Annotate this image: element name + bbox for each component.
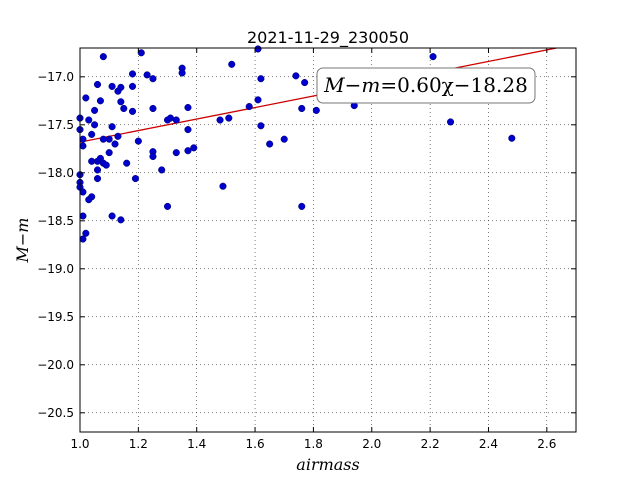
data-point — [96, 97, 104, 105]
data-point — [128, 82, 137, 90]
data-point — [108, 82, 116, 90]
x-tick-label: 2.2 — [421, 437, 440, 451]
data-point — [82, 229, 90, 237]
chart-title: 2021-11-29_230050 — [247, 28, 409, 48]
x-tick-label: 1.2 — [129, 437, 148, 451]
data-point — [99, 53, 107, 61]
data-point — [228, 60, 236, 68]
data-point — [123, 159, 131, 167]
fit-equation-op: = — [380, 73, 397, 97]
data-point — [298, 104, 306, 113]
grid-lines — [79, 48, 576, 432]
x-tick-label: 1.0 — [70, 437, 89, 451]
data-point — [93, 166, 102, 174]
data-point — [172, 149, 180, 157]
data-point — [508, 134, 516, 142]
tick-marks — [79, 48, 576, 432]
data-point — [108, 212, 116, 220]
data-point — [301, 79, 309, 87]
data-point — [88, 193, 96, 201]
data-point — [117, 83, 125, 91]
y-tick-label: −17.5 — [37, 118, 74, 132]
y-tick-label: −19.0 — [37, 262, 74, 276]
fit-equation-frame — [316, 67, 536, 104]
data-point — [184, 147, 192, 155]
data-point — [79, 142, 87, 150]
y-tick-label: −17.0 — [37, 70, 74, 84]
data-point — [149, 104, 157, 113]
data-point — [128, 70, 137, 78]
x-tick-label: 2.4 — [479, 437, 498, 451]
data-point — [79, 212, 87, 220]
x-tick-label: 1.6 — [246, 437, 265, 451]
data-points — [76, 45, 516, 243]
data-point — [79, 188, 87, 196]
y-tick-label: −18.0 — [37, 166, 74, 180]
data-point — [117, 216, 125, 224]
data-point — [117, 98, 125, 106]
x-tick-label: 2.0 — [362, 437, 381, 451]
data-point — [312, 106, 320, 114]
data-point — [93, 175, 102, 183]
data-point — [105, 149, 113, 157]
x-tick-labels: 1.0 1.2 1.4 1.6 1.8 2.0 2.2 2.4 2.6 — [70, 437, 556, 451]
data-point — [79, 135, 87, 143]
data-point — [120, 104, 128, 113]
data-point — [219, 182, 227, 190]
fit-equation-rhs: 0.60χ−18.28 — [397, 73, 528, 97]
data-point — [225, 114, 233, 122]
data-point — [184, 126, 192, 134]
data-point — [149, 75, 157, 83]
data-point — [114, 132, 122, 140]
data-point — [149, 152, 157, 161]
data-point — [280, 135, 288, 143]
data-point — [266, 140, 274, 148]
data-point — [446, 118, 455, 126]
fit-equation-label: M−m=0.60χ−18.28 — [323, 73, 528, 97]
data-point — [178, 69, 186, 77]
x-tick-label: 2.6 — [537, 437, 556, 451]
data-point — [254, 96, 262, 104]
y-tick-label: −18.5 — [37, 214, 74, 228]
data-point — [257, 122, 265, 130]
y-tick-labels: −17.0 −17.5 −18.0 −18.5 −19.0 −19.5 −20.0 −20.5 — [37, 70, 74, 420]
data-point — [190, 144, 198, 152]
x-tick-label: 1.8 — [304, 437, 323, 451]
fit-equation-lhs: M−m — [323, 73, 380, 97]
data-point — [292, 72, 300, 80]
y-tick-label: −19.5 — [37, 310, 74, 324]
data-point — [102, 161, 110, 169]
data-point — [257, 75, 265, 83]
fit-equation-box: M−m=0.60χ−18.28 — [316, 67, 536, 104]
x-axis-label: airmass — [296, 455, 359, 474]
data-point — [429, 53, 437, 61]
data-point — [93, 80, 102, 89]
data-point — [172, 116, 180, 124]
data-point — [111, 140, 119, 148]
y-axis-label: M−m — [13, 218, 32, 264]
data-point — [184, 103, 192, 112]
data-point — [216, 116, 224, 124]
data-point — [105, 135, 113, 143]
data-point — [131, 175, 139, 183]
data-point — [298, 202, 306, 210]
data-point — [163, 202, 172, 210]
data-point — [85, 116, 93, 124]
data-point — [91, 106, 99, 114]
data-point — [137, 49, 145, 57]
data-point — [91, 121, 99, 129]
data-point — [108, 123, 116, 131]
data-point — [134, 137, 142, 145]
plot-frame — [79, 47, 577, 433]
data-point — [158, 166, 166, 174]
data-point — [128, 107, 137, 115]
data-point — [143, 71, 151, 79]
y-tick-label: −20.5 — [37, 406, 74, 420]
y-tick-label: −20.0 — [37, 358, 74, 372]
data-point — [82, 94, 90, 102]
data-point — [88, 130, 96, 138]
x-tick-label: 1.4 — [187, 437, 206, 451]
data-point — [245, 103, 253, 111]
